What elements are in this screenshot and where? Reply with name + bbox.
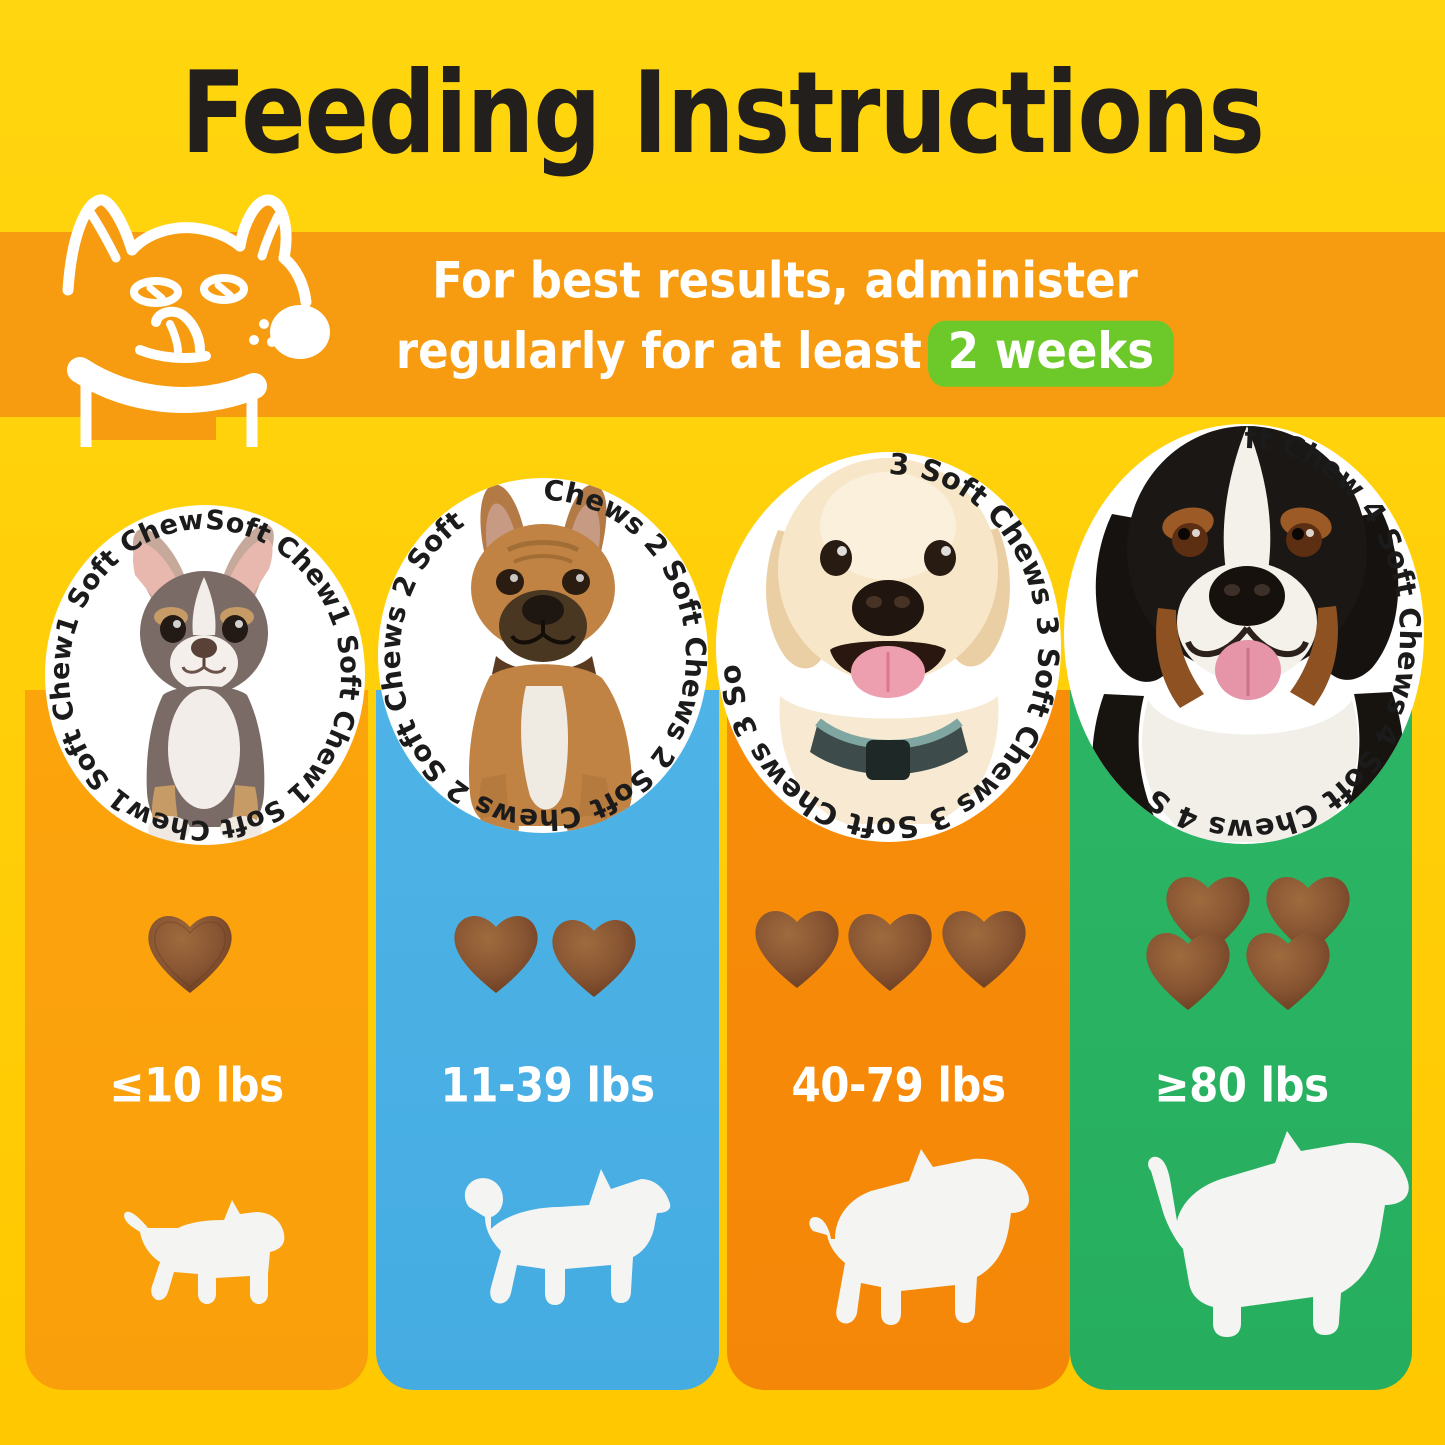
dose-badge-3: 3 Soft Chews 3 Soft Chews 3 Soft Chews 3… — [716, 452, 1061, 842]
instruction-text: For best results, administer regularly f… — [345, 246, 1225, 387]
dose-badge-1: Soft Chew1 Soft Chew1 Soft Chew1 Soft Ch… — [45, 505, 365, 845]
svg-text:Soft Chew1 Soft Chew1 Soft Che: Soft Chew1 Soft Chew1 Soft Chew1 Soft Ch… — [45, 505, 365, 845]
dose-badge-4: ft Chew 4 Soft Chews 4 Soft Chews 4 S — [1064, 424, 1424, 844]
svg-text:Chews 2 Soft Chews 2 Soft Chew: Chews 2 Soft Chews 2 Soft Chews 2 Soft C… — [378, 478, 708, 833]
dose-ring-text-4: ft Chew 4 Soft Chews 4 Soft Chews 4 S — [1130, 424, 1424, 844]
weight-label-4: ≥80 lbs — [1154, 1058, 1329, 1113]
golden-retriever-puppy-photo — [766, 458, 1010, 824]
svg-text:3 Soft Chews 3 Soft Chews 3 So: 3 Soft Chews 3 Soft Chews 3 Soft Chews 3… — [716, 452, 1061, 842]
page-title: Feeding Instructions — [181, 46, 1265, 180]
dose-ring-text-1: Soft Chew1 Soft Chew1 Soft Chew1 Soft Ch… — [45, 505, 365, 845]
weight-label-3: 40-79 lbs — [791, 1058, 1006, 1113]
chihuahua-puppy-photo — [132, 524, 274, 842]
french-bulldog-photo — [468, 484, 632, 833]
instruction-line-2: regularly for at least — [395, 321, 922, 381]
dose-ring-text-3: 3 Soft Chews 3 Soft Chews 3 Soft Chews 3… — [716, 452, 1061, 842]
weight-label-2: 11-39 lbs — [440, 1058, 655, 1113]
weight-label-1: ≤10 lbs — [109, 1058, 284, 1113]
instruction-line-1: For best results, administer — [432, 251, 1138, 310]
dose-badge-2: Chews 2 Soft Chews 2 Soft Chews 2 Soft C… — [378, 478, 708, 833]
dose-ring-text-2: Chews 2 Soft Chews 2 Soft Chews 2 Soft C… — [378, 478, 708, 833]
bernese-mountain-dog-photo — [1092, 426, 1404, 842]
duration-badge: 2 weeks — [927, 320, 1175, 387]
